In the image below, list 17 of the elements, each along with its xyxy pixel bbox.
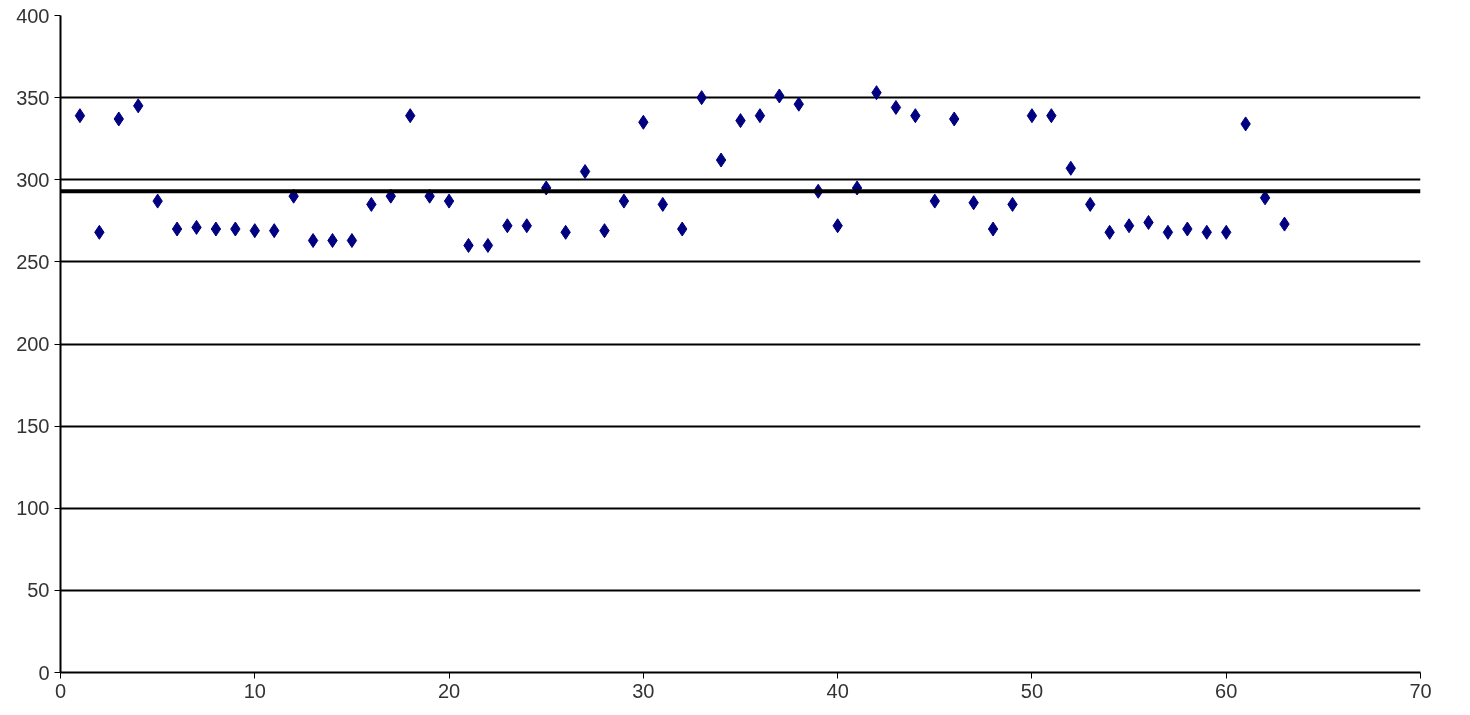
y-tick-label: 0 <box>38 661 50 684</box>
y-tick-label: 350 <box>16 86 50 109</box>
x-tick-label: 20 <box>437 679 461 702</box>
y-tick-label: 50 <box>27 579 50 602</box>
y-tick-label: 400 <box>16 4 50 27</box>
x-tick-label: 10 <box>243 679 266 702</box>
x-tick-label: 40 <box>826 679 849 702</box>
y-tick-label: 300 <box>16 168 50 191</box>
y-tick-label: 100 <box>16 497 50 520</box>
x-tick-label: 50 <box>1020 679 1044 702</box>
y-tick-label: 200 <box>16 333 50 355</box>
y-tick-label: 150 <box>16 415 50 438</box>
x-tick-label: 60 <box>1215 679 1238 702</box>
x-tick-label: 30 <box>632 679 655 702</box>
y-tick-label: 250 <box>16 250 50 273</box>
x-tick-label: 70 <box>1409 679 1432 702</box>
x-tick-label: 0 <box>54 679 67 702</box>
